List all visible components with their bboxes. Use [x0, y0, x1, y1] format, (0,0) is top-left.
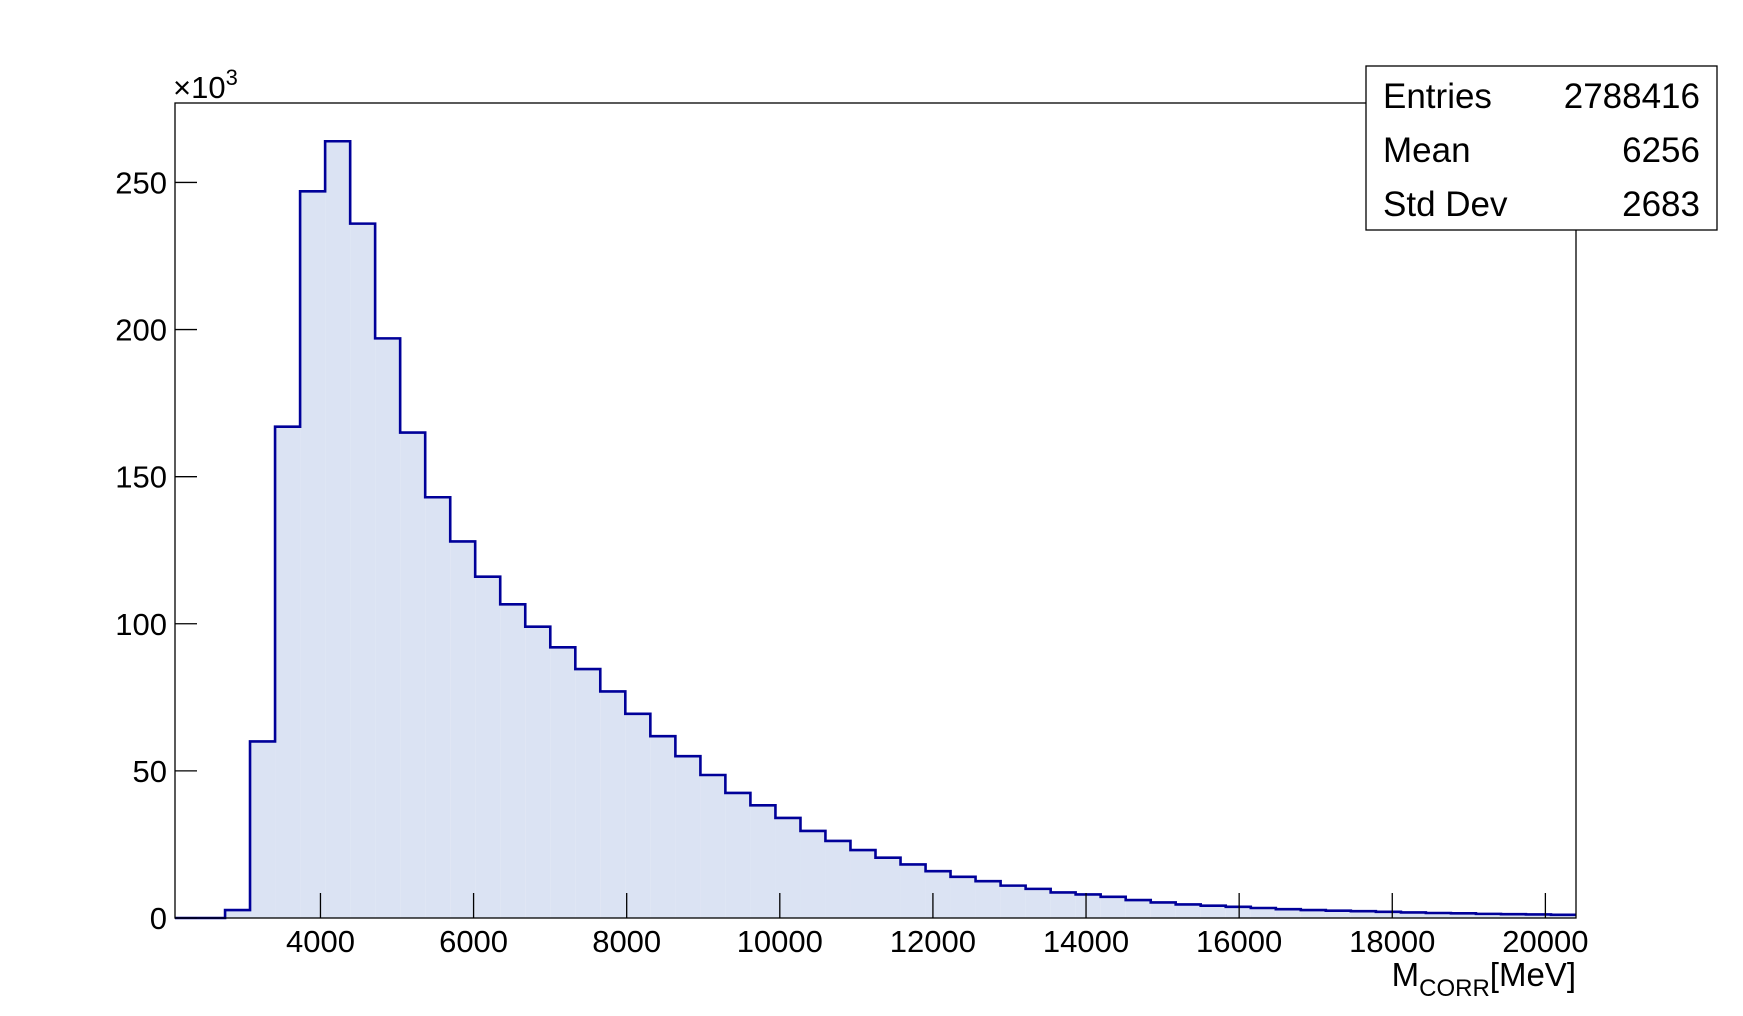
x-tick-label: 8000 — [592, 924, 661, 959]
histogram-bar — [975, 881, 1001, 918]
histogram-bar — [1475, 913, 1501, 918]
histogram-bar — [1200, 905, 1226, 918]
histogram-bar — [1175, 904, 1201, 918]
x-tick-label: 12000 — [890, 924, 976, 959]
y-tick-label: 100 — [115, 607, 167, 642]
y-tick-label: 0 — [150, 901, 167, 936]
histogram-bar — [850, 850, 876, 918]
histogram-bar — [425, 497, 451, 918]
x-tick-label: 18000 — [1349, 924, 1435, 959]
histogram-bar — [1350, 911, 1376, 918]
histogram-bar — [675, 756, 701, 918]
histogram-bar — [1525, 914, 1551, 918]
histogram-bar — [825, 840, 851, 918]
x-axis-label: MCORR[MeV] — [1392, 956, 1576, 1002]
histogram-bar — [350, 223, 376, 918]
histogram-bar — [1050, 892, 1076, 918]
histogram-bar — [650, 736, 676, 918]
histogram-bar — [925, 871, 951, 918]
x-tick-label: 16000 — [1196, 924, 1282, 959]
x-tick-label: 4000 — [286, 924, 355, 959]
histogram-bar — [625, 713, 651, 918]
histogram-bar — [1150, 902, 1176, 918]
y-tick-label: 150 — [115, 460, 167, 495]
histogram-bar — [475, 576, 501, 918]
histogram-bar — [300, 191, 326, 918]
histogram-bar — [950, 876, 976, 918]
y-tick-label: 200 — [115, 313, 167, 348]
histogram-bar — [1300, 910, 1326, 918]
histogram-bar — [250, 741, 276, 918]
x-tick-label: 20000 — [1502, 924, 1588, 959]
histogram-bar — [800, 830, 826, 918]
histogram-bar — [550, 647, 576, 918]
stats-label: Std Dev — [1383, 185, 1508, 224]
histogram-bar — [875, 857, 901, 918]
histogram-bar — [1400, 912, 1426, 918]
histogram-bar — [1500, 914, 1526, 918]
plot-frame — [174, 102, 1577, 919]
histogram-bar — [1325, 910, 1351, 918]
histogram-bar — [1275, 909, 1301, 918]
stats-label: Entries — [1383, 77, 1492, 116]
histogram-bar — [1225, 906, 1251, 918]
histogram-bar — [1000, 885, 1026, 918]
stats-value: 6256 — [1622, 131, 1700, 170]
x-label-unit: [MeV] — [1490, 956, 1576, 993]
histogram-bar — [1375, 911, 1401, 918]
y-scale-label: ×103 — [173, 65, 238, 105]
x-label-sub: CORR — [1419, 975, 1490, 1002]
stats-label: Mean — [1383, 131, 1471, 170]
histogram-bar — [700, 775, 726, 918]
histogram-bar — [900, 864, 926, 918]
histogram-bar — [1125, 900, 1151, 918]
histogram-bar — [1550, 914, 1576, 918]
histogram-bar — [1250, 907, 1276, 918]
histogram-bar — [400, 432, 426, 918]
histogram-bar — [725, 792, 751, 918]
stats-value: 2683 — [1622, 185, 1700, 224]
stats-box — [1365, 65, 1718, 231]
y-scale-base: ×10 — [173, 70, 226, 105]
histogram-outline — [175, 139, 1576, 920]
histogram-bar — [1450, 913, 1476, 918]
histogram-bar — [325, 141, 351, 919]
histogram-bar — [575, 669, 601, 918]
histogram-bar — [750, 805, 776, 918]
histogram-bar — [525, 626, 551, 918]
histogram-bar — [225, 910, 251, 918]
y-tick-label: 250 — [115, 165, 167, 200]
y-scale-exponent: 3 — [226, 65, 238, 90]
stats-value: 2788416 — [1564, 77, 1700, 116]
histogram-bar — [375, 338, 401, 919]
histogram-bar — [450, 541, 476, 918]
x-tick-label: 6000 — [439, 924, 508, 959]
histogram-bar — [1425, 912, 1451, 918]
y-tick-label: 50 — [133, 754, 167, 789]
histogram-bar — [1075, 894, 1101, 918]
x-tick-label: 14000 — [1043, 924, 1129, 959]
x-label-main: M — [1392, 956, 1420, 993]
histogram-bar — [1100, 896, 1126, 918]
histogram-bar — [500, 604, 526, 918]
histogram-bar — [1025, 888, 1051, 918]
x-tick-label: 10000 — [737, 924, 823, 959]
histogram-bar — [600, 691, 626, 918]
histogram-bar — [275, 426, 301, 918]
